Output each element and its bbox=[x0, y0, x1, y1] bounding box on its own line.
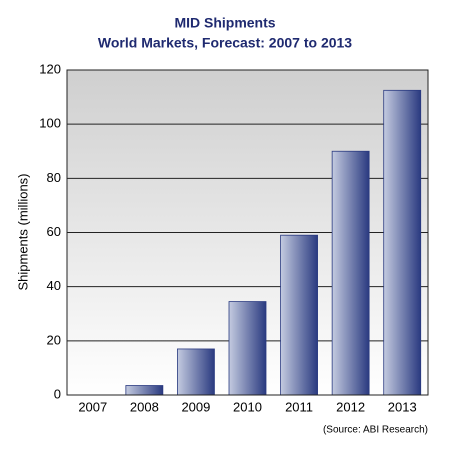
chart-subtitle: World Markets, Forecast: 2007 to 2013 bbox=[98, 35, 352, 51]
bar bbox=[383, 89, 422, 396]
y-axis-label: Shipments (millions) bbox=[15, 173, 30, 290]
bar bbox=[280, 234, 318, 396]
x-tick-label: 2009 bbox=[181, 399, 210, 414]
y-tick-label: 80 bbox=[47, 170, 61, 185]
y-tick-label: 0 bbox=[54, 386, 61, 401]
bar bbox=[228, 301, 267, 396]
bar bbox=[125, 385, 164, 396]
y-tick-label: 120 bbox=[39, 61, 61, 76]
y-tick-label: 20 bbox=[47, 332, 61, 347]
chart-title: MID Shipments bbox=[174, 15, 275, 31]
x-tick-label: 2010 bbox=[233, 399, 262, 414]
x-tick-label: 2008 bbox=[130, 399, 159, 414]
x-tick-label: 2012 bbox=[336, 399, 365, 414]
y-tick-label: 40 bbox=[47, 278, 61, 293]
x-tick-label: 2007 bbox=[78, 399, 107, 414]
bar bbox=[331, 150, 370, 396]
source-note: (Source: ABI Research) bbox=[323, 425, 428, 436]
x-tick-label: 2013 bbox=[388, 399, 417, 414]
y-tick-label: 60 bbox=[47, 224, 61, 239]
y-tick-label: 100 bbox=[39, 116, 61, 131]
bar bbox=[177, 348, 215, 396]
plot-frame bbox=[66, 69, 429, 396]
x-tick-label: 2011 bbox=[285, 399, 313, 414]
